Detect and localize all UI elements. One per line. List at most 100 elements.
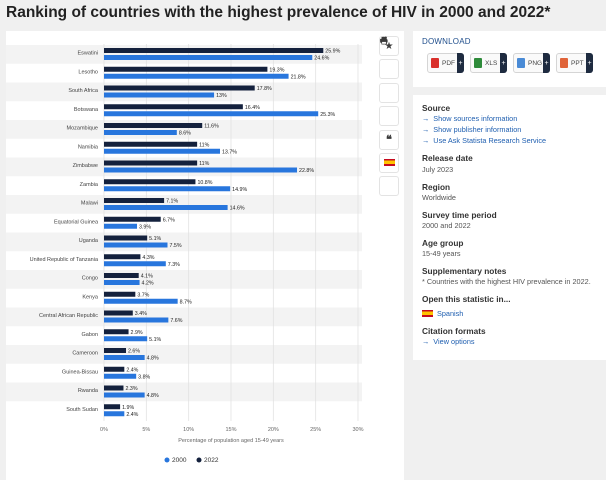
category-label: Uganda — [79, 238, 99, 244]
download-panel: DOWNLOAD PDF + XLS + PNG + PPT + — [413, 31, 606, 87]
bar-2000 — [104, 317, 169, 323]
category-label: Zimbabwe — [73, 163, 98, 169]
bar-2000 — [104, 392, 145, 398]
x-tick-label: 10% — [183, 427, 194, 433]
bar-2000 — [104, 92, 215, 98]
bar-2022 — [104, 291, 136, 297]
legend-marker-2022 — [196, 457, 202, 463]
bar-2022 — [104, 85, 255, 91]
category-label: Namibia — [78, 144, 99, 150]
row-band — [6, 232, 362, 252]
bar-2022 — [104, 348, 127, 353]
bar-2022 — [104, 366, 125, 372]
bell-icon[interactable] — [379, 36, 399, 80]
category-label: Gabon — [81, 332, 98, 338]
pdf-icon — [431, 58, 439, 68]
data-label-2022: 17.8% — [257, 86, 272, 92]
legend-label-2000: 2000 — [172, 457, 187, 464]
download-xls-button[interactable]: XLS — [470, 53, 507, 73]
category-label: Rwanda — [78, 388, 99, 394]
bar-2000 — [104, 411, 125, 417]
data-label-2022: 3.4% — [135, 311, 147, 317]
x-tick-label: 30% — [352, 427, 363, 433]
data-label-2000: 4.8% — [147, 356, 159, 362]
data-label-2000: 13% — [216, 93, 227, 99]
gear-icon[interactable] — [379, 36, 399, 103]
bar-2022 — [104, 198, 165, 203]
print-icon[interactable] — [379, 36, 399, 197]
download-png-plus[interactable]: + — [543, 53, 550, 73]
data-label-2000: 24.6% — [314, 56, 329, 62]
bar-2022 — [104, 404, 121, 410]
data-label-2000: 4.2% — [142, 281, 154, 287]
x-tick-label: 5% — [142, 427, 150, 433]
release-date-value: July 2023 — [422, 165, 454, 174]
bar-2000 — [104, 355, 145, 360]
data-label-2000: 21.8% — [291, 74, 306, 80]
x-tick-label: 25% — [310, 427, 321, 433]
chart-toolbar: ★ ❝ — [379, 36, 399, 200]
category-label: Kenya — [82, 294, 99, 300]
download-ppt-button[interactable]: PPT — [556, 53, 593, 73]
arrow-right-icon: → — [422, 136, 430, 145]
show-sources-link[interactable]: → Show sources information — [422, 114, 518, 123]
bar-2000 — [104, 55, 313, 60]
data-label-2022: 11.6% — [204, 124, 219, 130]
x-tick-label: 0% — [100, 427, 108, 433]
ppt-icon — [560, 58, 568, 68]
age-group-value: 15-49 years — [422, 249, 461, 258]
spain-flag-icon[interactable] — [379, 152, 399, 173]
bar-2000 — [104, 280, 140, 285]
data-label-2022: 10.8% — [197, 180, 212, 186]
bar-2022 — [104, 235, 148, 241]
open-in-spanish-link[interactable]: Spanish — [422, 309, 463, 318]
bar-2000 — [104, 298, 178, 304]
category-label: Zambia — [80, 182, 99, 188]
ask-research-service-link[interactable]: → Use Ask Statista Research Service — [422, 136, 547, 145]
view-citation-options-link[interactable]: → View options — [422, 337, 475, 346]
arrow-right-icon: → — [422, 125, 430, 134]
row-band — [6, 82, 362, 102]
data-label-2000: 14.6% — [230, 206, 245, 212]
data-label-2022: 5.1% — [149, 236, 161, 242]
show-publisher-link[interactable]: → Show publisher information — [422, 125, 522, 134]
data-label-2022: 11% — [199, 142, 209, 148]
statistic-details-panel: Source → Show sources information → Show p… — [413, 95, 606, 360]
row-band — [6, 382, 362, 402]
quote-icon[interactable]: ❝ — [379, 129, 399, 150]
data-label-2022: 2.3% — [125, 386, 137, 392]
bar-2022 — [104, 329, 129, 335]
xls-icon — [474, 58, 482, 68]
data-label-2000: 4.8% — [147, 393, 159, 399]
bar-2000 — [104, 130, 177, 135]
bar-2022 — [104, 66, 268, 72]
data-label-2000: 8.6% — [179, 131, 191, 137]
download-ppt-label: PPT — [571, 59, 584, 67]
data-label-2022: 16.4% — [245, 105, 260, 111]
category-label: Congo — [82, 276, 98, 282]
bar-2000 — [104, 73, 289, 79]
bar-2022 — [104, 160, 198, 166]
share-icon[interactable] — [379, 36, 399, 127]
data-label-2000: 8.7% — [180, 299, 192, 305]
category-label: South Sudan — [66, 407, 98, 413]
category-label: Botswana — [74, 107, 99, 113]
bar-2000 — [104, 242, 168, 248]
x-axis-label: Percentage of population aged 15-49 year… — [178, 438, 284, 444]
data-label-2022: 3.7% — [137, 292, 149, 298]
arrow-right-icon: → — [422, 337, 430, 346]
data-label-2000: 7.6% — [170, 318, 182, 324]
row-band — [6, 45, 362, 64]
download-xls-plus[interactable]: + — [500, 53, 507, 73]
source-heading: Source — [422, 103, 451, 113]
data-label-2022: 11% — [199, 161, 209, 167]
bar-2022 — [104, 273, 139, 278]
bar-2000 — [104, 205, 228, 210]
bar-2000 — [104, 167, 298, 173]
bar-2000 — [104, 373, 137, 379]
page-title: Ranking of countries with the highest pr… — [6, 4, 551, 21]
category-label: Eswatini — [78, 51, 98, 57]
download-ppt-plus[interactable]: + — [586, 53, 593, 73]
download-pdf-plus[interactable]: + — [457, 53, 464, 73]
download-title: DOWNLOAD — [422, 37, 471, 46]
